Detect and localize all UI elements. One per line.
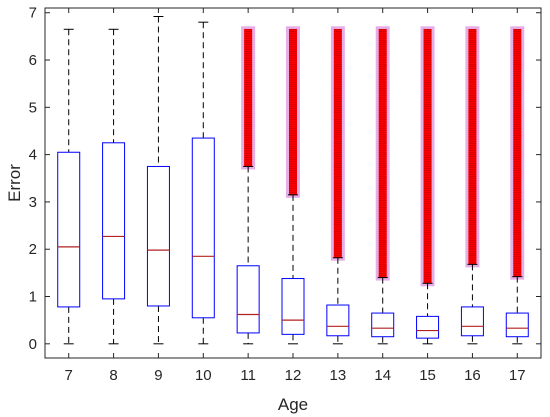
box-group-10: 10: [191, 8, 215, 384]
outlier-band: [289, 29, 297, 195]
box-group-8: 8: [102, 8, 126, 384]
y-tick-label: 2: [29, 241, 37, 258]
x-axis-label: Age: [278, 395, 308, 414]
box-group-7: 7: [57, 8, 81, 384]
box-group-17: 17: [505, 8, 529, 384]
x-tick-label: 14: [374, 367, 391, 384]
x-tick-label: 17: [509, 367, 526, 384]
iqr-box: [191, 137, 215, 319]
box-group-11: 11: [236, 8, 260, 384]
x-tick-label: 13: [330, 367, 347, 384]
x-tick-label: 11: [240, 367, 256, 384]
y-tick-label: 6: [29, 52, 37, 69]
x-tick-label: 9: [154, 367, 162, 384]
x-tick-label: 7: [65, 367, 73, 384]
box-group-12: 12: [281, 8, 305, 384]
iqr-box: [326, 304, 350, 337]
y-tick-label: 0: [29, 336, 37, 353]
box-group-16: 16: [460, 8, 484, 384]
x-tick-label: 10: [195, 367, 212, 384]
iqr-box: [371, 312, 395, 338]
box-group-15: 15: [416, 8, 440, 384]
iqr-box: [146, 165, 170, 307]
iqr-box: [102, 142, 126, 300]
x-tick-label: 16: [464, 367, 481, 384]
x-tick-label: 15: [419, 367, 436, 384]
iqr-box: [460, 306, 484, 337]
iqr-box: [281, 278, 305, 335]
iqr-box: [416, 315, 440, 339]
outlier-band: [423, 29, 432, 284]
box-group-13: 13: [326, 8, 350, 384]
box-group-9: 9: [146, 8, 170, 384]
x-tick-label: 12: [285, 367, 302, 384]
iqr-box: [236, 265, 260, 334]
iqr-box: [505, 312, 529, 338]
box-group-14: 14: [371, 8, 395, 384]
y-tick-label: 3: [29, 194, 37, 211]
y-tick-label: 4: [29, 147, 37, 164]
outlier-band: [468, 29, 477, 265]
y-tick-label: 5: [29, 99, 37, 116]
y-tick-label: 7: [29, 5, 37, 22]
y-tick-label: 1: [29, 289, 37, 306]
outlier-band: [378, 29, 387, 278]
x-tick-label: 8: [109, 367, 117, 384]
y-axis-label: Error: [5, 164, 24, 202]
iqr-box: [57, 151, 81, 308]
